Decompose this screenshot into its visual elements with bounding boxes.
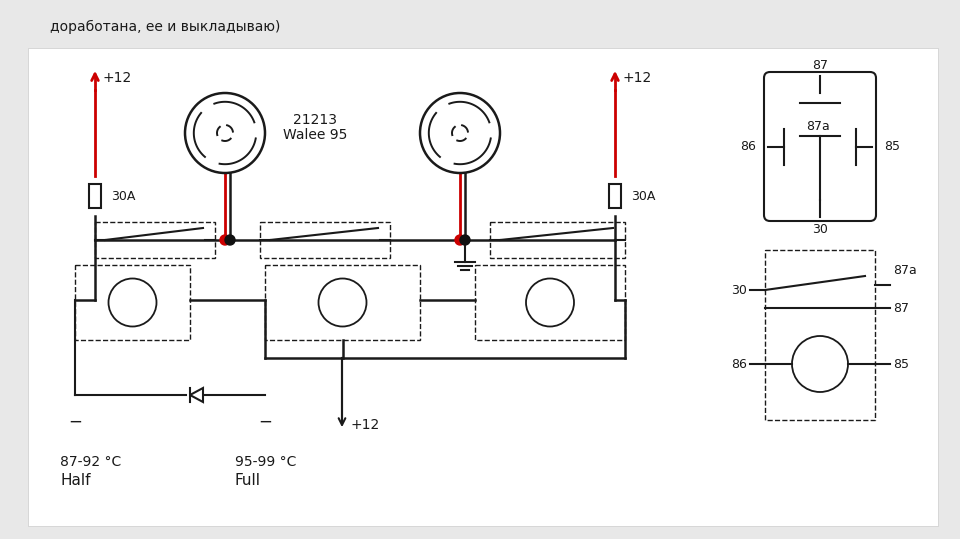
Bar bbox=[475, 265, 625, 340]
Bar bbox=[75, 265, 190, 340]
Text: Half: Half bbox=[60, 473, 90, 488]
Text: +12: +12 bbox=[622, 71, 651, 85]
Bar bbox=[609, 184, 621, 208]
Text: 85: 85 bbox=[884, 140, 900, 153]
FancyBboxPatch shape bbox=[28, 48, 938, 526]
Polygon shape bbox=[190, 388, 203, 402]
Bar bbox=[89, 184, 101, 208]
Bar bbox=[490, 222, 625, 258]
Text: 30: 30 bbox=[732, 284, 747, 296]
Circle shape bbox=[225, 235, 235, 245]
Text: 87a: 87a bbox=[806, 120, 829, 133]
Circle shape bbox=[460, 235, 470, 245]
Bar bbox=[95, 222, 215, 258]
Text: 85: 85 bbox=[893, 357, 909, 370]
Text: 87-92 °C: 87-92 °C bbox=[60, 455, 121, 469]
Text: +12: +12 bbox=[102, 71, 132, 85]
Bar bbox=[260, 222, 390, 258]
Bar bbox=[265, 265, 420, 340]
Text: 87: 87 bbox=[812, 59, 828, 72]
Text: +12: +12 bbox=[350, 418, 379, 432]
Text: Walee 95: Walee 95 bbox=[283, 128, 348, 142]
Text: 30A: 30A bbox=[631, 190, 656, 203]
Text: 87a: 87a bbox=[893, 264, 917, 277]
Bar bbox=[765, 250, 875, 420]
Text: −: − bbox=[258, 413, 272, 431]
Text: 30: 30 bbox=[812, 223, 828, 236]
Circle shape bbox=[455, 235, 465, 245]
Text: 87: 87 bbox=[893, 301, 909, 314]
Text: −: − bbox=[68, 413, 82, 431]
Text: Full: Full bbox=[235, 473, 261, 488]
Circle shape bbox=[220, 235, 230, 245]
Text: 95-99 °C: 95-99 °C bbox=[235, 455, 297, 469]
Text: 30A: 30A bbox=[111, 190, 135, 203]
Text: 21213: 21213 bbox=[293, 113, 337, 127]
Text: 86: 86 bbox=[732, 357, 747, 370]
Text: 86: 86 bbox=[740, 140, 756, 153]
Text: доработана, ее и выкладываю): доработана, ее и выкладываю) bbox=[50, 20, 280, 34]
